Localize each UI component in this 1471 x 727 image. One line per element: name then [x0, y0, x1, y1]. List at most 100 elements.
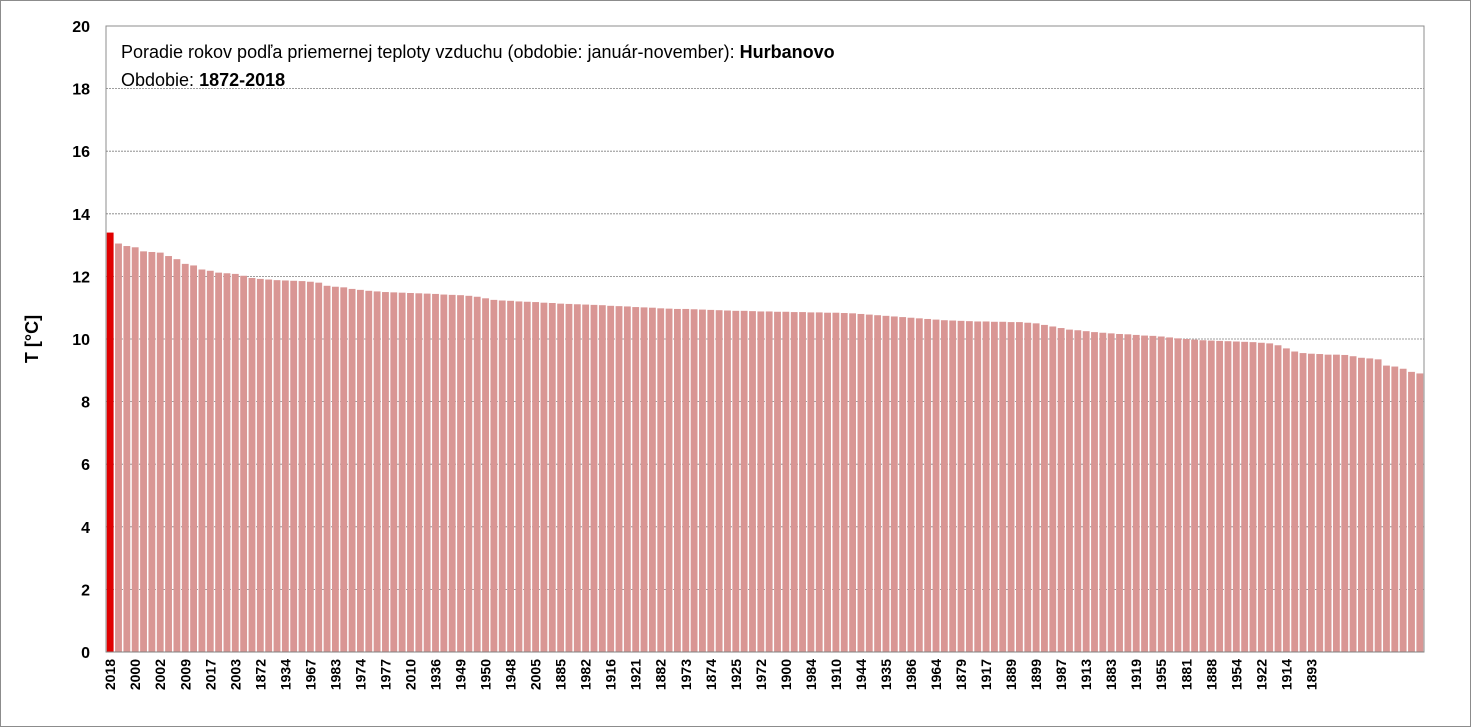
bar: [248, 277, 256, 652]
bar: [1199, 340, 1207, 652]
bar: [490, 299, 498, 653]
bar: [540, 302, 548, 652]
bar: [1074, 330, 1082, 652]
bar: [1032, 323, 1040, 652]
y-tick-label: 16: [72, 144, 90, 161]
bar: [1266, 343, 1274, 652]
bar: [1408, 371, 1415, 652]
chart-title-text: Poradie rokov podľa priemernej teploty v…: [121, 42, 735, 62]
bar: [757, 311, 765, 652]
bar: [790, 312, 798, 652]
bar: [1307, 353, 1315, 652]
x-tick-label: 1944: [853, 659, 869, 690]
bar: [290, 280, 298, 652]
x-tick-label: 1950: [478, 659, 494, 690]
y-tick-label: 6: [81, 457, 90, 474]
bar: [715, 310, 723, 652]
bar: [1182, 339, 1190, 652]
bar: [148, 251, 156, 653]
x-tick-label: 1879: [953, 659, 969, 690]
x-tick-label: 1910: [828, 659, 844, 690]
bar: [749, 311, 756, 652]
x-tick-label: 1964: [928, 659, 944, 690]
bar: [623, 306, 631, 652]
bar: [657, 308, 665, 652]
x-tick-label: 2000: [127, 659, 143, 690]
bar: [432, 293, 439, 652]
x-tick-label: 1974: [352, 659, 368, 690]
period-label: Obdobie:: [121, 70, 195, 90]
bar: [707, 309, 715, 652]
x-tick-label: 1934: [277, 659, 293, 690]
x-tick-label: 2009: [177, 659, 193, 690]
bar: [1099, 332, 1107, 652]
x-tick-label: 1984: [803, 659, 819, 690]
bar: [598, 305, 606, 652]
bar: [982, 321, 990, 652]
x-tick-label: 2003: [227, 659, 243, 690]
period-value: 1872-2018: [199, 70, 286, 90]
x-tick-label: 1882: [653, 659, 669, 690]
bar: [865, 314, 873, 652]
bar: [699, 309, 706, 652]
bar: [1374, 359, 1382, 652]
x-tick-label: 1955: [1153, 659, 1169, 690]
bar: [1216, 340, 1224, 652]
x-tick-label: 1977: [377, 659, 393, 690]
bar: [423, 293, 431, 652]
bar: [1274, 345, 1282, 652]
bar: [240, 275, 248, 652]
x-tick-label: 2010: [402, 659, 418, 690]
x-tick-label: 1919: [1128, 659, 1144, 690]
bar: [1366, 358, 1374, 652]
y-tick-label: 8: [81, 395, 90, 412]
bar: [582, 304, 590, 652]
bar: [165, 256, 172, 652]
x-tick-label: 1922: [1253, 659, 1269, 690]
bar: [932, 319, 940, 652]
x-tick-label: 1972: [753, 659, 769, 690]
bar: [473, 296, 481, 652]
bar: [957, 320, 965, 652]
x-tick-label: 1948: [503, 659, 519, 690]
bar: [1299, 353, 1307, 652]
bar: [306, 281, 314, 652]
bar: [1116, 333, 1123, 652]
bar: [1316, 354, 1324, 652]
x-tick-label: 1888: [1203, 659, 1219, 690]
bar: [949, 320, 957, 652]
bar: [231, 273, 239, 652]
x-tick-label: 1936: [428, 659, 444, 690]
x-tick-label: 2018: [102, 659, 118, 690]
bar: [1166, 337, 1173, 652]
x-tick-label: 1899: [1028, 659, 1044, 690]
x-tick-label: 1893: [1303, 659, 1319, 690]
bar: [924, 318, 932, 652]
y-tick-label: 10: [72, 332, 90, 349]
bar: [965, 321, 973, 652]
bar: [1124, 334, 1132, 652]
bar: [1358, 357, 1365, 652]
bar: [382, 292, 389, 652]
bar: [1157, 336, 1165, 652]
bar: [1241, 341, 1249, 652]
bar: [190, 265, 198, 652]
bar: [340, 287, 348, 652]
bar: [990, 321, 998, 652]
x-tick-label: 1917: [978, 659, 994, 690]
bar: [273, 280, 281, 652]
bar: [840, 313, 848, 652]
bar: [1257, 342, 1265, 652]
x-tick-label: 1913: [1078, 659, 1094, 690]
x-tick-label: 1916: [603, 659, 619, 690]
x-tick-label: 1889: [1003, 659, 1019, 690]
bar: [281, 280, 289, 652]
bar: [1282, 348, 1290, 652]
bar: [1349, 356, 1357, 652]
bar: [1291, 351, 1299, 652]
bar: [373, 291, 381, 652]
bar: [123, 246, 131, 653]
bar: [974, 321, 982, 652]
x-tick-label: 1925: [728, 659, 744, 690]
